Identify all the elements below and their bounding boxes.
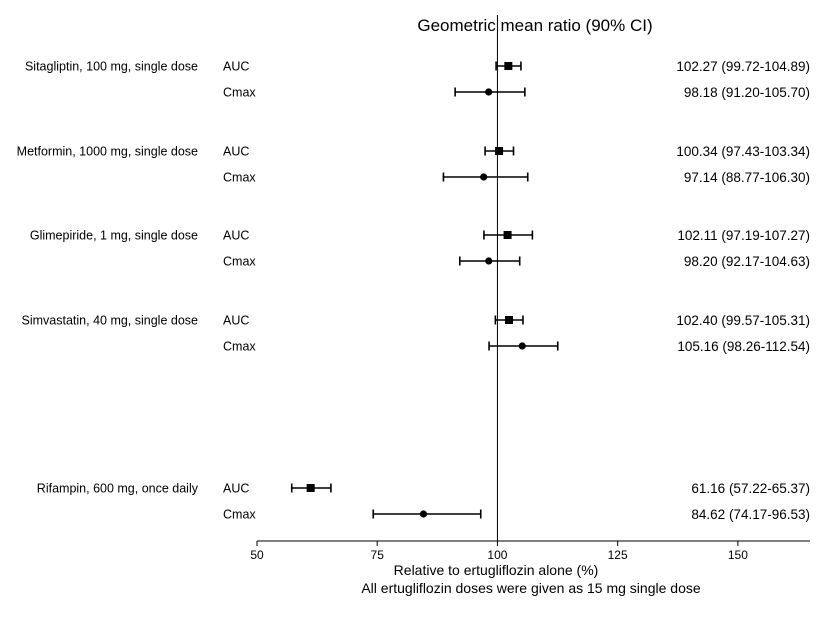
metric-label: Cmax (223, 508, 256, 522)
ratio-label: 98.18 (91.20-105.70) (684, 85, 810, 100)
x-axis-label: Relative to ertugliflozin alone (%) (394, 562, 599, 578)
ratio-label: 102.11 (97.19-107.27) (677, 228, 810, 243)
x-axis: 50 75 100 125 150 (250, 540, 810, 562)
drug-label: Simvastatin, 40 mg, single dose (22, 314, 199, 328)
point-estimate-square (503, 231, 512, 239)
point-estimate-square (306, 484, 315, 492)
metric-label: AUC (223, 482, 249, 496)
point-estimate-circle (485, 88, 493, 96)
drug-label: Sitagliptin, 100 mg, single dose (25, 60, 198, 74)
ratio-label: 84.62 (74.17-96.53) (691, 507, 810, 522)
x-tick-label: 125 (608, 548, 628, 562)
drug-label: Rifampin, 600 mg, once daily (37, 482, 199, 496)
metric-label: Cmax (223, 86, 256, 100)
metric-label: Cmax (223, 340, 256, 354)
point-estimate-circle (518, 342, 526, 350)
ratio-label: 97.14 (88.77-106.30) (684, 170, 810, 185)
metric-label: AUC (223, 229, 249, 243)
ratio-label: 61.16 (57.22-65.37) (691, 481, 810, 496)
x-tick-label: 100 (487, 548, 507, 562)
x-tick-label: 75 (371, 548, 385, 562)
plot-rows: Sitagliptin, 100 mg, single dose AUC 102.2… (17, 59, 810, 522)
drug-label: Metformin, 1000 mg, single dose (17, 145, 198, 159)
point-estimate-square (504, 62, 513, 70)
chart-title: Geometric mean ratio (90% CI) (417, 16, 652, 35)
metric-label: AUC (223, 314, 249, 328)
point-estimate-square (495, 147, 504, 155)
point-estimate-circle (485, 257, 493, 265)
metric-label: AUC (223, 60, 249, 74)
drug-label: Glimepiride, 1 mg, single dose (30, 229, 198, 243)
ratio-label: 102.40 (99.57-105.31) (676, 313, 810, 328)
x-tick-label: 50 (250, 548, 264, 562)
point-estimate-circle (419, 510, 428, 518)
ratio-label: 105.16 (98.26-112.54) (677, 339, 810, 354)
point-estimate-circle (480, 173, 488, 181)
ratio-label: 100.34 (97.43-103.34) (676, 144, 810, 159)
ratio-label: 98.20 (92.17-104.63) (684, 254, 810, 269)
metric-label: Cmax (223, 255, 256, 269)
x-tick-label: 150 (728, 548, 748, 562)
metric-label: AUC (223, 145, 249, 159)
metric-label: Cmax (223, 171, 256, 185)
ratio-label: 102.27 (99.72-104.89) (676, 59, 810, 74)
point-estimate-square (504, 316, 513, 324)
footnote: All ertugliflozin doses were given as 15… (361, 580, 701, 596)
